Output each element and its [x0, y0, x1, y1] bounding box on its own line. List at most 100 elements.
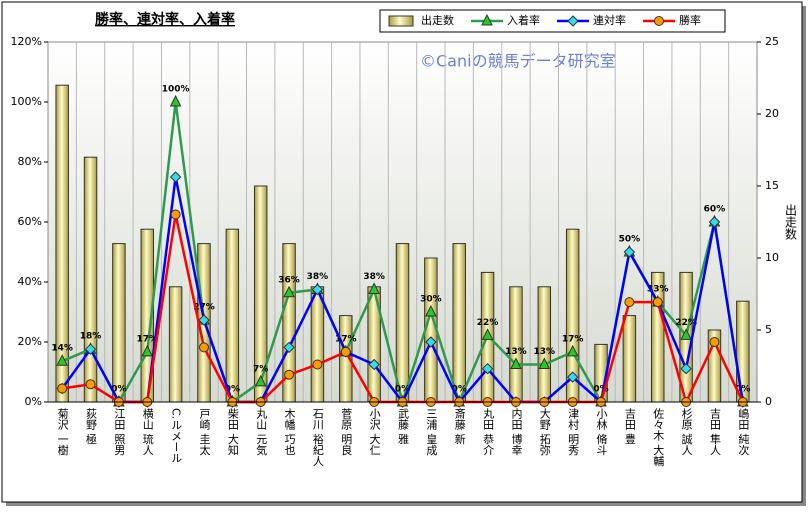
marker: [566, 371, 579, 383]
marker: [198, 342, 209, 353]
data-label: 13%: [505, 347, 527, 357]
y2-tick-label: 15: [765, 179, 779, 192]
marker: [254, 374, 267, 387]
x-tick-label: 菊沢 一樹: [56, 408, 69, 456]
y2-tick-label: 25: [765, 35, 779, 48]
y2-tick-label: 20: [765, 107, 779, 120]
x-tick-label: 柴田 大知: [226, 407, 239, 456]
x-tick-label: 嶋田 純次: [737, 407, 750, 456]
x-tick-label: 小林 脩斗: [595, 408, 608, 456]
marker: [284, 369, 295, 380]
x-tick-label: 杉原 誠人: [680, 407, 693, 456]
data-label: 14%: [51, 344, 73, 354]
bar: [310, 286, 325, 403]
data-label: 13%: [534, 347, 556, 357]
marker: [169, 94, 182, 107]
x-tick-label: 内田 博幸: [510, 407, 523, 456]
marker: [680, 328, 692, 340]
data-label: 36%: [278, 275, 300, 285]
x-tick-label: 吉田 豊: [623, 408, 636, 445]
x-tick-label: 江田 照男: [113, 408, 126, 456]
x-tick-label: 荻野 極: [85, 408, 98, 445]
bar: [509, 286, 523, 403]
y-tick-label: 60%: [18, 215, 42, 228]
data-label: 0%: [452, 385, 467, 395]
marker: [198, 314, 210, 326]
x-tick-label: 戸崎 圭太: [198, 408, 211, 456]
y-tick-label: 20%: [18, 335, 42, 348]
x-tick-label: 吉田 隼人: [708, 408, 721, 456]
legend-swatch: [388, 15, 414, 27]
y-tick-label: 100%: [11, 95, 42, 108]
legend-box: [379, 9, 726, 33]
marker: [425, 336, 437, 348]
data-label: 60%: [704, 205, 726, 215]
bar: [168, 286, 183, 403]
marker: [538, 357, 551, 369]
data-label: 50%: [619, 235, 641, 245]
chart-title: 勝率、連対率、入着率: [95, 11, 235, 28]
x-tick-label: 武藤 雅: [397, 408, 410, 445]
data-label: 17%: [335, 334, 357, 344]
x-tick-label: 横山 琉人: [141, 407, 154, 456]
marker: [709, 337, 720, 347]
legend-marker: [567, 15, 579, 27]
bar: [537, 286, 552, 403]
y2-tick-label: 5: [765, 323, 772, 336]
x-tick-label: 丸山 元気: [255, 408, 268, 456]
x-tick-label: 三浦 皇成: [425, 408, 438, 456]
marker: [311, 283, 324, 296]
y-tick-label: 80%: [18, 155, 42, 168]
marker: [283, 285, 295, 298]
marker: [283, 341, 295, 354]
data-label: 22%: [477, 318, 499, 328]
marker: [312, 359, 323, 370]
x-tick-label: 小沢 大仁: [368, 408, 381, 456]
data-label: 22%: [675, 318, 697, 328]
marker: [368, 358, 380, 371]
legend-marker: [481, 13, 493, 26]
y2-tick-label: 10: [765, 251, 779, 264]
x-tick-label: 佐々木 大輔: [652, 407, 665, 467]
marker: [368, 282, 380, 294]
marker: [56, 354, 68, 366]
data-label: 0%: [225, 385, 240, 395]
data-label: 7%: [253, 364, 268, 374]
marker: [340, 346, 351, 357]
bar: [112, 243, 126, 403]
watermark: ©Caniの競馬データ研究室: [420, 52, 616, 71]
data-label: 17%: [136, 334, 158, 344]
marker: [481, 328, 494, 340]
marker: [169, 171, 182, 183]
bar: [622, 315, 637, 403]
x-tick-label: 木幡 巧也: [283, 408, 296, 456]
y-tick-label: 40%: [18, 275, 42, 288]
x-tick-label: 津村 明秀: [567, 408, 580, 456]
y2-tick-label: 0: [765, 395, 772, 408]
y-tick-label: 120%: [11, 35, 42, 48]
marker: [624, 297, 635, 308]
marker: [680, 362, 692, 375]
legend-label: 入着率: [507, 13, 540, 27]
y-tick-label: 0%: [25, 395, 42, 408]
marker: [510, 357, 522, 369]
bar: [225, 228, 240, 403]
data-label: 33%: [647, 285, 669, 295]
legend-label: 連対率: [593, 13, 626, 27]
marker: [566, 344, 579, 357]
y2-axis-label: 出走数: [784, 204, 798, 241]
x-tick-label: 斎藤 新: [453, 407, 466, 445]
marker: [481, 362, 494, 375]
data-label: 0%: [735, 385, 750, 395]
bar: [83, 156, 98, 403]
marker: [85, 379, 96, 390]
marker: [84, 343, 97, 355]
marker: [57, 383, 68, 394]
data-label: 0%: [395, 385, 410, 395]
data-label: 27%: [193, 303, 215, 313]
data-label: 0%: [111, 385, 126, 395]
data-label: 38%: [307, 272, 329, 282]
data-label: 0%: [593, 385, 608, 395]
data-label: 30%: [420, 295, 442, 305]
